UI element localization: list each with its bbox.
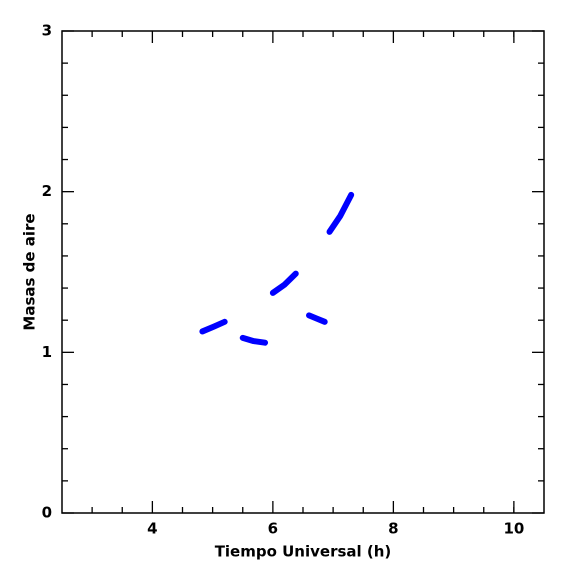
data-line bbox=[306, 312, 328, 325]
y-tick-label: 2 bbox=[42, 182, 52, 200]
y-tick-label: 1 bbox=[42, 343, 52, 361]
y-tick-label: 0 bbox=[42, 504, 52, 522]
y-axis-label: Masas de aire bbox=[21, 213, 39, 330]
x-axis-label: Tiempo Universal (h) bbox=[215, 543, 392, 561]
x-tick-label: 4 bbox=[147, 520, 157, 538]
x-tick-label: 8 bbox=[388, 520, 398, 538]
y-tick-label: 3 bbox=[42, 22, 52, 40]
x-tick-label: 10 bbox=[503, 520, 524, 538]
data-line bbox=[269, 270, 299, 296]
data-line bbox=[199, 318, 228, 335]
plot-frame bbox=[61, 30, 545, 514]
data-line bbox=[239, 334, 269, 346]
x-tick-label: 6 bbox=[268, 520, 278, 538]
data-line bbox=[326, 191, 355, 235]
